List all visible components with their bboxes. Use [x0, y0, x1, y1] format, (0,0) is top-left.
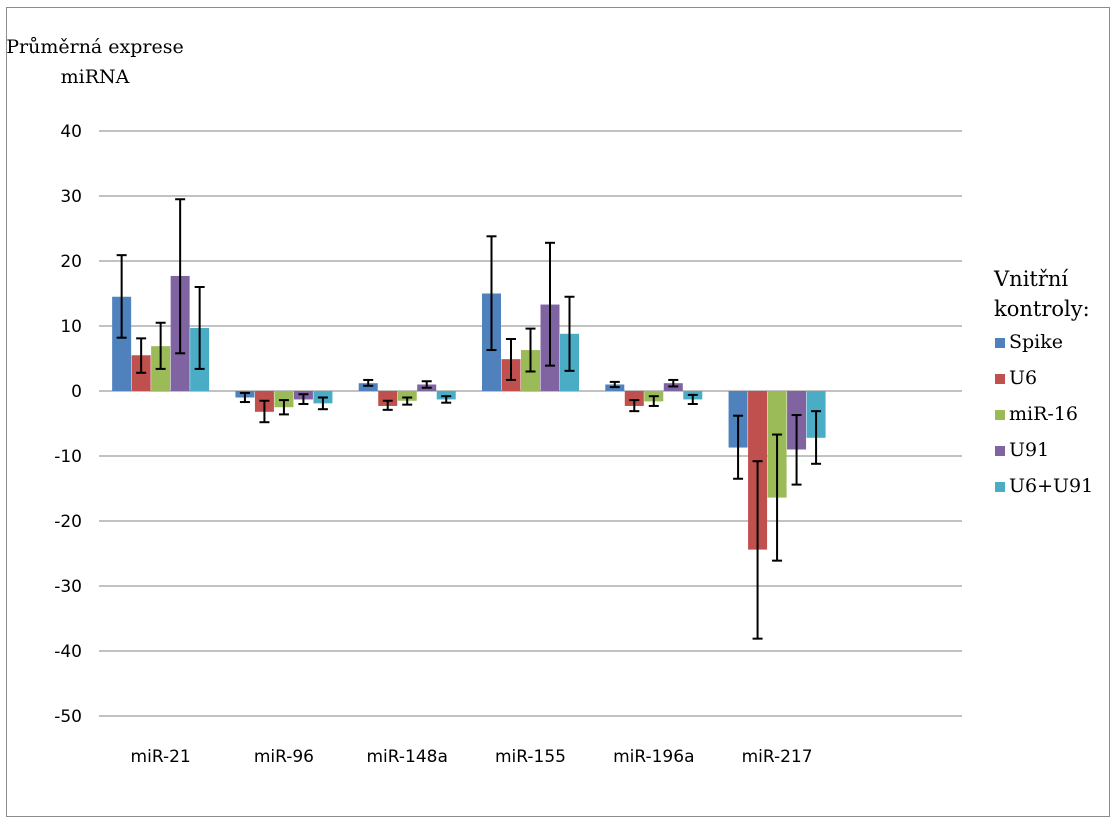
y-axis-title-line-1: Průměrná exprese	[6, 36, 184, 58]
legend-swatch	[995, 338, 1005, 348]
y-tick-label: 40	[60, 122, 82, 142]
legend-items: Spike U6 miR-16 U91 U6+U91	[995, 331, 1093, 497]
legend-swatch	[995, 482, 1005, 492]
legend: Vnitřní kontroly: Spike U6 miR-16 U91 U6+U91	[993, 267, 1093, 497]
legend-label: Spike	[1009, 331, 1063, 353]
bar	[624, 391, 644, 406]
x-category-label: miR-155	[495, 747, 566, 767]
y-tick-label: -50	[54, 707, 82, 727]
legend-label: U91	[1009, 439, 1049, 461]
y-tick-label: -30	[54, 577, 82, 597]
legend-swatch	[995, 446, 1005, 456]
x-category-label: miR-21	[131, 747, 191, 767]
y-tick-label: 20	[60, 252, 82, 272]
legend-title-line-1: Vnitřní	[993, 267, 1068, 291]
y-tick-label: -10	[54, 447, 82, 467]
chart-frame	[6, 7, 1110, 817]
legend-swatch	[995, 374, 1005, 384]
y-tick-label: -20	[54, 512, 82, 532]
legend-label: U6+U91	[1009, 475, 1093, 497]
x-category-label: miR-217	[742, 747, 813, 767]
y-tick-label: -40	[54, 642, 82, 662]
legend-swatch	[995, 410, 1005, 420]
gridlines	[99, 130, 962, 717]
legend-label: U6	[1009, 367, 1037, 389]
bar	[358, 383, 378, 391]
y-axis-title-line-2: miRNA	[61, 66, 130, 88]
y-tick-label: 10	[60, 317, 82, 337]
bar	[397, 391, 417, 401]
bar	[112, 296, 132, 391]
y-axis-ticks: 40 30 20 10 0 -10 -20 -30 -40 -50	[54, 122, 82, 727]
y-tick-label: 30	[60, 187, 82, 207]
x-category-label: miR-96	[254, 747, 314, 767]
legend-title-line-2: kontroly:	[994, 297, 1090, 321]
y-tick-label: 0	[71, 382, 82, 402]
legend-label: miR-16	[1009, 403, 1078, 425]
bars	[112, 275, 826, 550]
error-bars	[116, 198, 822, 640]
x-category-label: miR-148a	[367, 747, 448, 767]
x-category-label: miR-196a	[613, 747, 694, 767]
bar	[378, 391, 398, 406]
x-axis-labels: miR-21 miR-96 miR-148a miR-155 miR-196a miR-2…	[131, 747, 813, 767]
